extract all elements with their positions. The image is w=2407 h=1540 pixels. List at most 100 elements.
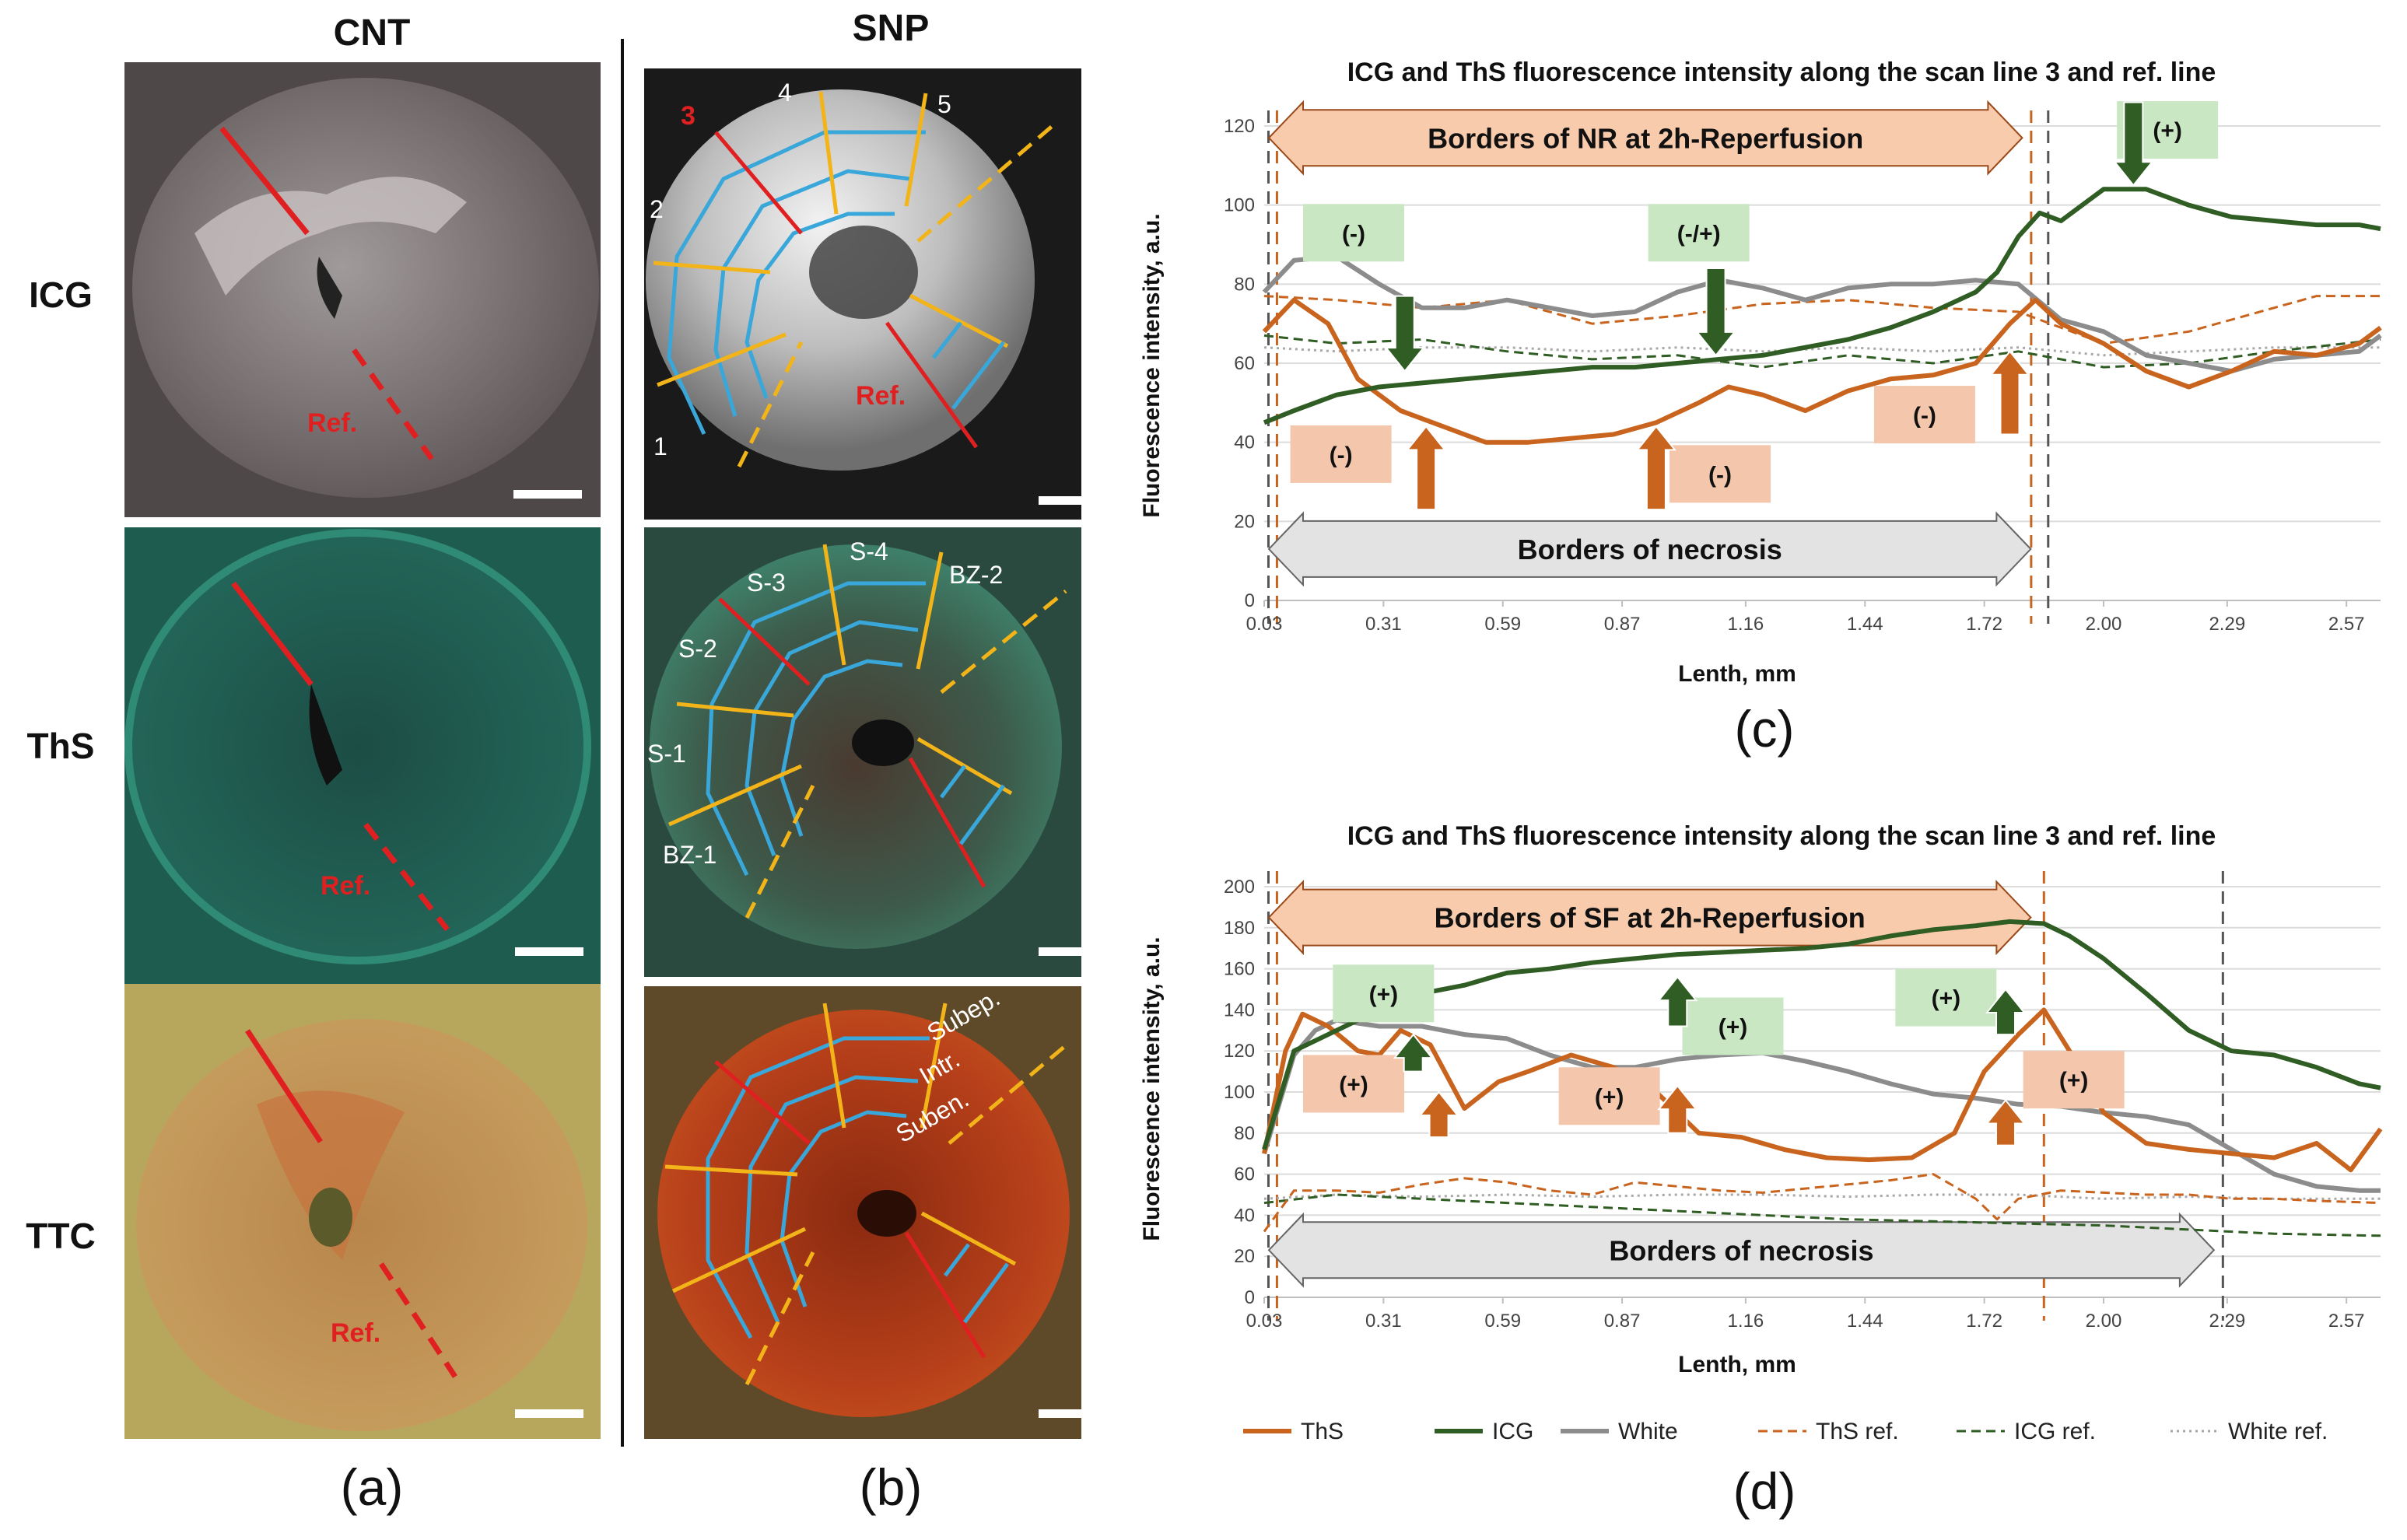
- annotation-label: (-): [1913, 403, 1936, 429]
- chart-d-ylabel: Fluorescence intensity, a.u.: [1139, 936, 1165, 1241]
- indicator-arrow: [1393, 1033, 1434, 1073]
- row-label-ths: ThS: [27, 726, 95, 766]
- scan-number-4: 4: [778, 79, 792, 107]
- x-tick-label: 2.00: [2086, 614, 2122, 635]
- scan-number-5: 5: [937, 90, 951, 118]
- scan-number-2: 2: [650, 195, 664, 223]
- ref-line: [363, 822, 450, 932]
- chart-d-series: [1262, 919, 2383, 1237]
- indicator-arrow: [1695, 268, 1736, 357]
- annotation-label: (+): [1595, 1084, 1624, 1110]
- annotation-box: [1682, 997, 1784, 1055]
- indicator-arrow: [1657, 975, 1698, 1027]
- annotation-box: [1895, 968, 1997, 1027]
- y-tick-label: 20: [1234, 1246, 1255, 1267]
- indicator-arrow: [2113, 101, 2154, 187]
- y-tick-label: 140: [1224, 999, 1255, 1020]
- annotation-label: (+): [1719, 1015, 1748, 1041]
- scale-bar: [1039, 1409, 1107, 1418]
- series-ths-line: [1262, 297, 2382, 445]
- x-tick-label: 0.87: [1604, 614, 1641, 635]
- legend-label: ThS: [1301, 1419, 1344, 1444]
- border-band-arrow: [1267, 511, 2032, 587]
- border-band-arrow: [1267, 880, 2032, 956]
- y-tick-label: 40: [1234, 1205, 1255, 1226]
- series-ths-ref-line: [1263, 295, 2381, 345]
- chart-legend: ThS ICG White ThS ref. ICG ref. White ref.: [1243, 1419, 2328, 1444]
- annotation-box: [1558, 1067, 1660, 1125]
- annotation-box: [2023, 1051, 2125, 1109]
- chart-d-annotations: (+) (+) (+) (+) (+) (+): [1303, 964, 2125, 1125]
- series-white-ref-line: [1263, 346, 2381, 357]
- chart-d-arrows: [1393, 975, 2027, 1146]
- chart-c-bands: Borders of NR at 2h-Reperfusion Borders o…: [1267, 100, 2032, 587]
- x-tick-label: 1.16: [1728, 1311, 1764, 1332]
- series-white-line: [1262, 1017, 2381, 1193]
- image-cnt-ttc: Ref.: [124, 984, 601, 1439]
- indicator-arrow: [1989, 350, 2030, 436]
- annotation-box: [1290, 425, 1392, 483]
- scan-number-1: 1: [653, 432, 667, 460]
- annotation-label: (+): [1932, 986, 1961, 1012]
- annotation-box: [1333, 964, 1435, 1023]
- series-white-line: [1262, 254, 2382, 374]
- y-tick-label: 180: [1224, 918, 1255, 939]
- annotation-label: (+): [2059, 1068, 2089, 1094]
- x-tick-label: 2.29: [2209, 614, 2245, 635]
- scan-line-3: [245, 1029, 323, 1143]
- segment-s4: S-4: [850, 537, 888, 565]
- annotation-label: (+): [1339, 1072, 1368, 1097]
- border-band-label: Borders of necrosis: [1609, 1234, 1873, 1266]
- x-tick-label: 1.44: [1847, 1311, 1883, 1332]
- image-cnt-icg: Ref.: [124, 62, 601, 517]
- y-tick-label: 200: [1224, 877, 1255, 898]
- chart-d-xlabel: Lenth, mm: [1678, 1352, 1796, 1377]
- chart-d-bands: Borders of SF at 2h-Reperfusion Borders o…: [1267, 880, 2216, 1288]
- y-tick-label: 120: [1224, 116, 1255, 137]
- indicator-arrow: [1418, 1090, 1459, 1139]
- scale-bar: [515, 1409, 583, 1418]
- y-tick-label: 40: [1234, 432, 1255, 453]
- indicator-arrow: [1985, 988, 2027, 1036]
- segment-s1: S-1: [647, 740, 686, 768]
- x-tick-label: 0.59: [1484, 1311, 1521, 1332]
- legend-label: ThS ref.: [1816, 1419, 1899, 1444]
- image-snp-icg: 1 2 3 4 5 Ref.: [644, 68, 1107, 520]
- chart-c-annotations: (+) (-) (-/+) (-) (-) (-): [1290, 101, 2219, 503]
- indicator-arrow: [1384, 295, 1425, 373]
- ref-label: Ref.: [321, 871, 370, 901]
- border-band-arrow: [1267, 1212, 2216, 1288]
- legend-label: White ref.: [2228, 1419, 2328, 1444]
- scan-line-3: [231, 581, 314, 687]
- annotation-box: [1303, 1055, 1405, 1113]
- segment-s2: S-2: [678, 635, 717, 663]
- row-label-ttc: TTC: [26, 1216, 95, 1256]
- x-tick-label: 1.72: [1966, 1311, 2002, 1332]
- chart-c-ylabel: Fluorescence intensity, a.u.: [1139, 213, 1165, 517]
- annotation-label: (-): [1342, 221, 1365, 247]
- ref-label: Ref.: [307, 408, 357, 438]
- ref-line: [379, 1262, 457, 1378]
- annotation-box: [1303, 204, 1405, 262]
- x-tick-label: 0.87: [1604, 1311, 1641, 1332]
- indicator-arrow: [1635, 425, 1676, 511]
- ref-label: Ref.: [331, 1318, 380, 1348]
- y-tick-label: 80: [1234, 1123, 1255, 1144]
- y-tick-label: 60: [1234, 353, 1255, 374]
- y-tick-label: 160: [1224, 959, 1255, 980]
- x-tick-label: 0.31: [1365, 614, 1402, 635]
- x-tick-label: 1.44: [1847, 614, 1883, 635]
- y-tick-label: 80: [1234, 274, 1255, 295]
- chart-c-title: ICG and ThS fluorescence intensity along…: [1347, 58, 2216, 87]
- y-tick-label: 0: [1245, 1287, 1255, 1308]
- chart-c: ICG and ThS fluorescence intensity along…: [1139, 58, 2382, 687]
- legend-label: White: [1618, 1419, 1678, 1444]
- chart-c-arrows: [1384, 101, 2154, 511]
- series-ths-ref-line: [1263, 1173, 2381, 1233]
- series-icg-line: [1263, 187, 2381, 425]
- y-tick-label: 100: [1224, 195, 1255, 216]
- chart-d-title: ICG and ThS fluorescence intensity along…: [1347, 821, 2216, 851]
- scan-line-3: [219, 126, 310, 236]
- indicator-arrow: [1985, 1098, 2027, 1146]
- scan-number-3: 3: [681, 101, 695, 131]
